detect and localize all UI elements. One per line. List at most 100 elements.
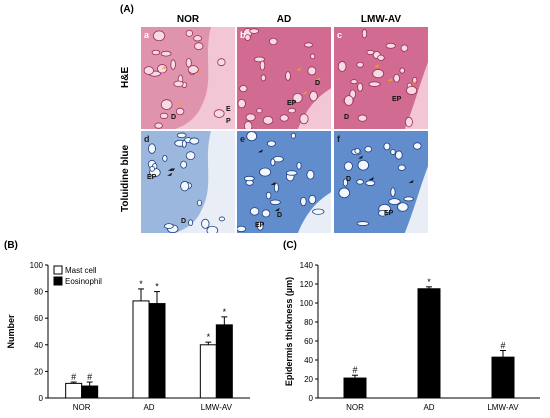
y-tick-label: 80 [34, 288, 43, 297]
micrograph-e: e EP D [236, 130, 332, 234]
bar [343, 377, 367, 399]
y-axis-label: Number [6, 314, 16, 349]
micrograph-letter: a [144, 30, 150, 40]
follicle-shape [160, 50, 172, 57]
y-tick-label: 100 [300, 299, 314, 308]
follicle-shape [237, 98, 246, 109]
follicle-shape [390, 187, 396, 197]
tissue-label: D [344, 114, 349, 121]
significance-mark: * [139, 279, 143, 289]
follicle-shape [185, 29, 194, 37]
follicle-shape [312, 208, 325, 215]
tissue-label: D [346, 176, 351, 183]
tissue-label: EP [392, 96, 402, 103]
follicle-shape [193, 35, 202, 42]
follicle-shape [287, 108, 296, 114]
follicle-shape [259, 60, 266, 71]
tissue-label: D [171, 114, 176, 121]
follicle-shape [239, 85, 248, 93]
micrograph-background [141, 131, 235, 233]
panel-label: (C) [283, 240, 297, 251]
tissue-label: P [226, 118, 231, 125]
category-label: AD [143, 403, 154, 412]
follicle-shape [365, 180, 376, 186]
tissue-region [237, 27, 331, 129]
follicle-shape [143, 66, 154, 75]
follicle-shape [181, 140, 187, 148]
cell-arrow-icon [302, 90, 308, 94]
significance-mark: * [155, 282, 159, 292]
follicle-shape [309, 90, 318, 102]
tissue-label: EP [147, 174, 157, 181]
follicle-shape [261, 209, 271, 218]
follicle-shape [259, 167, 272, 177]
column-header-ad: AD [276, 14, 292, 25]
micrograph-b: b EP D [236, 26, 332, 130]
follicle-shape [308, 194, 317, 205]
follicle-shape [237, 225, 247, 233]
tissue-label: E [226, 106, 231, 113]
follicle-shape [400, 44, 409, 52]
follicle-shape [244, 34, 251, 41]
micrograph-letter: e [240, 134, 245, 144]
tissue-label: EP [384, 210, 394, 217]
follicle-shape [188, 219, 194, 227]
cell-arrow-icon [296, 67, 302, 71]
follicle-shape [266, 140, 276, 147]
y-axis-label: Epidermis thickness (µm) [284, 277, 294, 386]
cell-arrow-icon [167, 167, 173, 171]
follicle-shape [151, 49, 161, 56]
follicle-shape [304, 42, 313, 48]
panel-label: (B) [4, 240, 18, 251]
significance-mark: # [87, 372, 92, 382]
follicle-shape [160, 99, 173, 110]
follicle-shape [372, 69, 385, 79]
follicle-shape [296, 161, 302, 170]
cell-arrow-icon [274, 207, 280, 211]
follicle-shape [357, 159, 369, 171]
follicle-shape [170, 59, 176, 70]
y-tick-label: 20 [34, 367, 43, 376]
follicle-shape [405, 116, 413, 128]
legend-label: Eosinophil [65, 277, 102, 286]
cell-arrow-icon [167, 172, 173, 176]
tissue-label: EP [255, 222, 265, 229]
follicle-shape [397, 164, 406, 171]
follicle-shape [270, 158, 276, 166]
follicle-shape [292, 92, 303, 103]
column-header-nor: NOR [176, 14, 200, 25]
cell-arrow-icon [315, 77, 321, 81]
follicle-shape [218, 216, 225, 222]
follicle-shape [300, 196, 307, 207]
follicle-shape [354, 148, 361, 154]
cell-arrow-icon [257, 149, 263, 153]
follicle-shape [269, 199, 281, 205]
tissue-label: D [181, 218, 186, 225]
category-label: LMW-AV [487, 403, 519, 412]
cell-arrow-icon [270, 181, 276, 185]
tissue-label: D [315, 80, 320, 87]
follicle-shape [162, 154, 168, 162]
micrograph-letter: f [337, 134, 341, 144]
tissue-label: EP [287, 100, 297, 107]
follicle-shape [185, 151, 196, 161]
follicle-shape [175, 107, 185, 116]
cell-arrow-icon [368, 176, 374, 180]
cell-arrow-icon [357, 155, 363, 159]
follicle-shape [343, 95, 354, 106]
bar [417, 288, 441, 399]
follicle-shape [385, 42, 396, 49]
y-tick-label: 120 [300, 280, 314, 289]
significance-mark: * [207, 332, 211, 342]
follicle-shape [217, 58, 226, 67]
follicle-shape [268, 37, 278, 46]
y-tick-label: 60 [34, 314, 43, 323]
follicle-shape [338, 187, 351, 199]
follicle-shape [243, 121, 253, 129]
follicle-shape [399, 67, 405, 74]
category-label: AD [423, 403, 434, 412]
panel-a-label: (A) [120, 4, 134, 15]
follicle-shape [397, 202, 409, 212]
category-label: NOR [346, 403, 364, 412]
